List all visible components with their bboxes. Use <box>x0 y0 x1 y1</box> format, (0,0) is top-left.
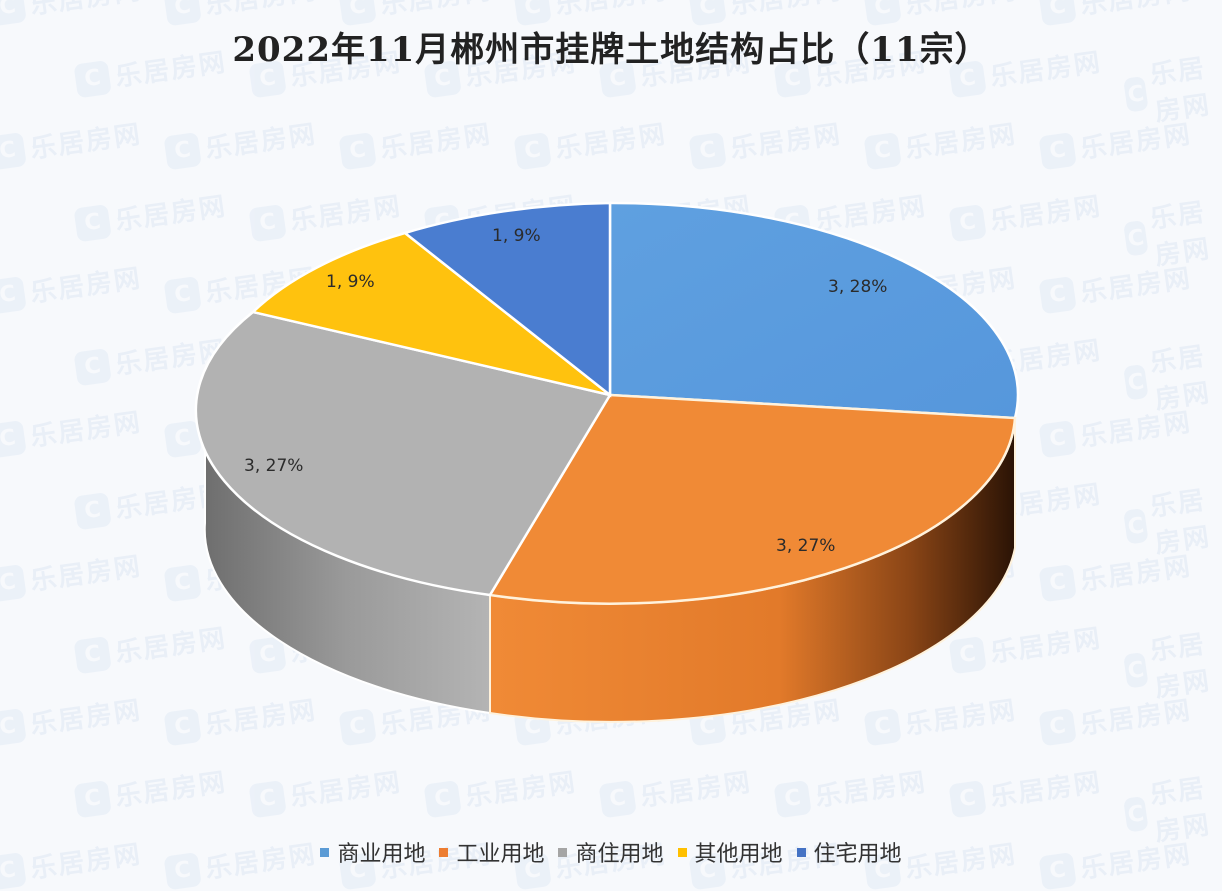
chart-legend: 商业用地 工业用地 商住用地 其他用地 住宅用地 <box>0 836 1222 868</box>
slice-qita[interactable] <box>250 231 611 397</box>
data-label-zhuzhai: 1, 9% <box>492 226 541 246</box>
legend-item-shangzhu[interactable]: 商住用地 <box>558 836 664 868</box>
data-label-qita: 1, 9% <box>326 272 375 292</box>
legend-item-gongye[interactable]: 工业用地 <box>439 836 544 868</box>
data-label-shangye: 3, 28% <box>828 277 888 297</box>
legend-item-qita[interactable]: 其他用地 <box>677 836 783 868</box>
slice-zhuzhai[interactable] <box>402 201 612 398</box>
legend-label: 其他用地 <box>694 842 783 867</box>
legend-swatch-icon <box>558 847 568 857</box>
legend-swatch-icon <box>677 847 687 857</box>
legend-swatch-icon <box>439 847 449 857</box>
slice-gongye[interactable] <box>487 393 1017 605</box>
legend-item-shangye[interactable]: 商业用地 <box>320 836 425 868</box>
legend-swatch-icon <box>320 847 330 857</box>
legend-label: 商业用地 <box>337 842 426 867</box>
slice-shangye[interactable] <box>608 201 1020 420</box>
legend-label: 商住用地 <box>575 842 664 867</box>
data-label-shangzhu: 3, 27% <box>244 456 304 476</box>
legend-label: 工业用地 <box>456 842 545 867</box>
legend-swatch-icon <box>796 847 806 857</box>
slice-shangzhu[interactable] <box>194 310 612 597</box>
chart-title: 2022年11月郴州市挂牌土地结构占比（11宗） <box>232 30 990 70</box>
legend-label: 住宅用地 <box>813 842 902 867</box>
legend-item-zhuzhai[interactable]: 住宅用地 <box>796 836 902 868</box>
data-label-gongye: 3, 27% <box>776 536 836 556</box>
